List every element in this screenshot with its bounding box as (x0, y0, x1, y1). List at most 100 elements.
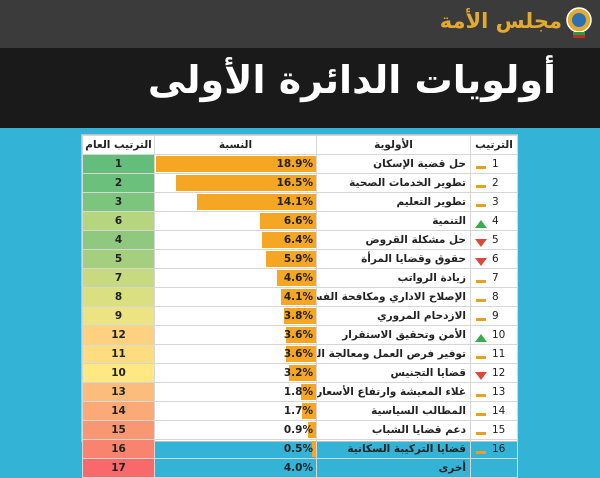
dash-icon (475, 312, 487, 321)
percent-value: 5.9% (283, 253, 313, 265)
table-row: 5 5.9% حقوق وقضايا المرأة 6 (82, 249, 518, 269)
percent-value: 3.6% (283, 348, 313, 360)
percent-value: 4.0% (283, 462, 313, 474)
priority-cell: دعم قضايا الشباب (316, 420, 471, 440)
percent-cell: 3.8% (154, 306, 317, 326)
priority-cell: الإصلاح الاداري ومكافحة الفساد (316, 287, 471, 307)
percent-value: 1.7% (283, 405, 313, 417)
rank-number: 7 (492, 272, 499, 284)
percent-value: 3.2% (283, 367, 313, 379)
percent-value: 3.6% (283, 329, 313, 341)
rank-cell: 1 (470, 154, 518, 174)
percent-bar (176, 175, 316, 191)
triangle-down-icon (475, 236, 487, 247)
header-band: مجلس الأمة أولويات الدائرة الأولى (0, 0, 600, 128)
percent-bar (281, 289, 316, 305)
rank-cell: 5 (470, 230, 518, 250)
dash-icon (475, 350, 487, 359)
percent-cell: 16.5% (154, 173, 317, 193)
priority-cell: المطالب السياسية (316, 401, 471, 421)
rank-number: 6 (492, 253, 499, 265)
general-rank-cell: 14 (82, 401, 155, 421)
percent-cell: 0.9% (154, 420, 317, 440)
dash-icon (475, 198, 487, 207)
general-rank-cell: 8 (82, 287, 155, 307)
dash-icon (475, 293, 487, 302)
rank-number: 2 (492, 177, 499, 189)
percent-cell: 4.6% (154, 268, 317, 288)
general-rank-cell: 15 (82, 420, 155, 440)
rank-number: 12 (492, 367, 506, 379)
rank-number: 9 (492, 310, 499, 322)
rank-cell: 4 (470, 211, 518, 231)
percent-cell: 0.5% (154, 439, 317, 459)
dash-icon (475, 388, 487, 397)
percent-value: 18.9% (276, 158, 313, 170)
percent-cell: 18.9% (154, 154, 317, 174)
percent-cell: 1.7% (154, 401, 317, 421)
table-row: 10 3.2% قضايا التجنيس 12 (82, 363, 518, 383)
top-bar: مجلس الأمة (0, 0, 600, 48)
table-row: 3 14.1% تطوير التعليم 3 (82, 192, 518, 212)
percent-bar (266, 251, 316, 267)
column-header-percent: النسبة (154, 135, 317, 155)
rank-cell: 6 (470, 249, 518, 269)
percent-bar (277, 270, 316, 286)
priority-cell: قضايا التجنيس (316, 363, 471, 383)
percent-value: 3.8% (283, 310, 313, 322)
general-rank-cell: 7 (82, 268, 155, 288)
table-row: 7 4.6% زيادة الرواتب 7 (82, 268, 518, 288)
table-row: 16 0.5% قضايا التركيبة السكانية 16 (82, 439, 518, 459)
rank-cell: 3 (470, 192, 518, 212)
general-rank-cell: 16 (82, 439, 155, 459)
dash-icon (475, 274, 487, 283)
rank-number: 3 (492, 196, 499, 208)
rank-number: 10 (492, 329, 506, 341)
general-rank-cell: 13 (82, 382, 155, 402)
table-row: 17 4.0% أخرى (82, 458, 518, 478)
percent-bar (197, 194, 316, 210)
priority-cell: تطوير الخدمات الصحية (316, 173, 471, 193)
priority-cell: حقوق وقضايا المرأة (316, 249, 471, 269)
table-row: 6 6.6% التنمية 4 (82, 211, 518, 231)
page-title: أولويات الدائرة الأولى (147, 58, 556, 102)
percent-value: 6.6% (283, 215, 313, 227)
dash-icon (475, 445, 487, 454)
percent-value: 6.4% (283, 234, 313, 246)
rank-cell: 7 (470, 268, 518, 288)
percent-bar (262, 232, 316, 248)
rank-cell: 8 (470, 287, 518, 307)
triangle-down-icon (475, 255, 487, 266)
priority-cell: غلاء المعيشة وارتفاع الأسعار (316, 382, 471, 402)
general-rank-cell: 17 (82, 458, 155, 478)
triangle-up-icon (475, 331, 487, 342)
dash-icon (475, 407, 487, 416)
general-rank-cell: 3 (82, 192, 155, 212)
rank-cell: 16 (470, 439, 518, 459)
priority-cell: زيادة الرواتب (316, 268, 471, 288)
percent-cell: 4.1% (154, 287, 317, 307)
percent-bar (302, 403, 316, 419)
rank-number: 11 (492, 348, 506, 360)
priority-cell: الأمن وتحقيق الاستقرار (316, 325, 471, 345)
rank-cell: 9 (470, 306, 518, 326)
rank-cell (470, 458, 518, 478)
percent-value: 16.5% (276, 177, 313, 189)
rank-number: 14 (492, 405, 506, 417)
general-rank-cell: 9 (82, 306, 155, 326)
table-header-row: الترتيب العام النسبة الأولوية الترتيب (82, 135, 518, 155)
rank-number: 5 (492, 234, 499, 246)
percent-value: 0.5% (283, 443, 313, 455)
triangle-down-icon (475, 369, 487, 380)
rank-cell: 13 (470, 382, 518, 402)
priority-cell: حل قضية الإسكان (316, 154, 471, 174)
dash-icon (475, 160, 487, 169)
general-rank-cell: 11 (82, 344, 155, 364)
general-rank-cell: 12 (82, 325, 155, 345)
percent-cell: 1.8% (154, 382, 317, 402)
rank-number: 15 (492, 424, 506, 436)
rank-number: 16 (492, 443, 506, 455)
priority-cell: قضايا التركيبة السكانية (316, 439, 471, 459)
percent-cell: 3.6% (154, 344, 317, 364)
rank-cell: 15 (470, 420, 518, 440)
